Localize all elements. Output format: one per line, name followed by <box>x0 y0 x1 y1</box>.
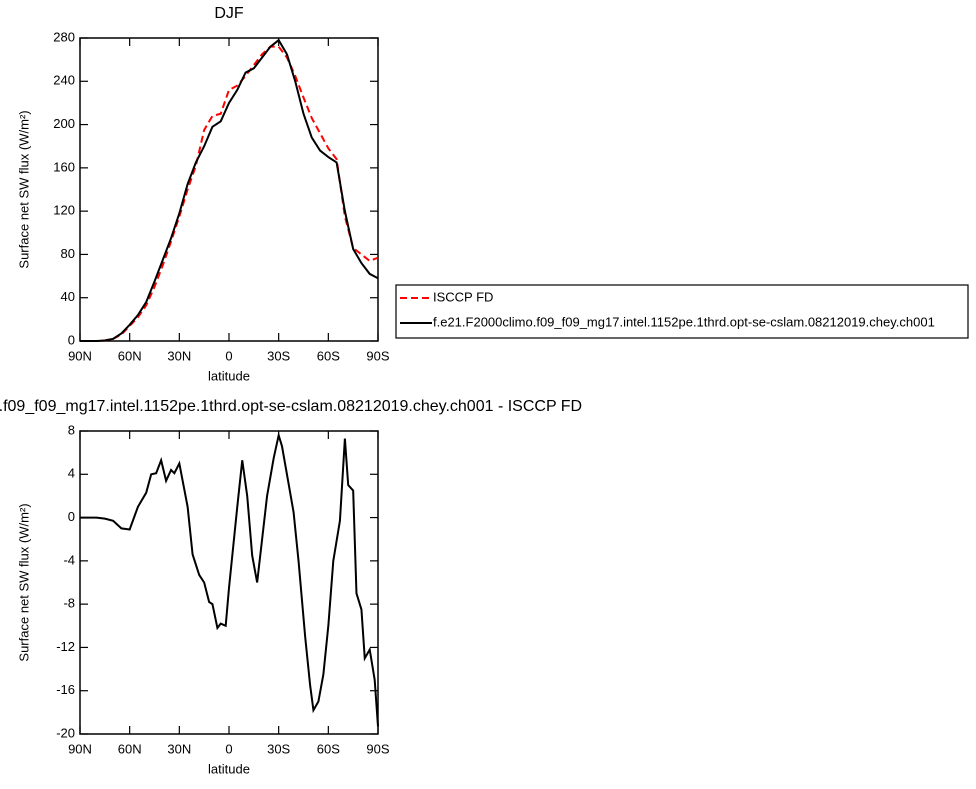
x-axis-label: latitude <box>208 368 250 383</box>
y-tick-label: 40 <box>61 289 75 304</box>
y-tick-label: 4 <box>68 466 75 481</box>
x-axis-label: latitude <box>208 761 250 776</box>
chart-title: DJF <box>214 5 244 22</box>
data-line <box>80 431 379 727</box>
x-tick-label: 0 <box>225 741 232 756</box>
y-tick-label: -12 <box>56 639 75 654</box>
x-tick-label: 30N <box>167 741 191 756</box>
plot-frame <box>79 37 379 342</box>
y-tick-label: -8 <box>63 596 75 611</box>
x-tick-label: 30N <box>167 348 191 363</box>
x-tick-label: 90S <box>366 348 389 363</box>
y-tick-label: 160 <box>53 159 75 174</box>
y-tick-label: 0 <box>68 332 75 347</box>
y-tick-label: 280 <box>53 29 75 44</box>
y-tick-label: -20 <box>56 725 75 740</box>
x-tick-label: 90S <box>366 741 389 756</box>
y-tick-label: 120 <box>53 203 75 218</box>
legend-box <box>395 284 969 339</box>
y-tick-label: 8 <box>68 422 75 437</box>
x-tick-label: 60N <box>118 741 142 756</box>
legend-label: f.e21.F2000climo.f09_f09_mg17.intel.1152… <box>433 314 935 329</box>
x-tick-label: 0 <box>225 348 232 363</box>
y-tick-label: 80 <box>61 246 75 261</box>
y-tick-label: 0 <box>68 509 75 524</box>
y-axis-label: Surface net SW flux (W/m²) <box>16 110 31 268</box>
x-tick-label: 90N <box>68 741 92 756</box>
x-tick-label: 30S <box>267 348 290 363</box>
y-tick-label: 200 <box>53 116 75 131</box>
data-line <box>80 45 379 342</box>
data-line <box>80 38 379 342</box>
x-tick-label: 60S <box>317 741 340 756</box>
legend-label: ISCCP FD <box>433 289 493 304</box>
x-tick-label: 90N <box>68 348 92 363</box>
y-axis-label: Surface net SW flux (W/m²) <box>16 503 31 661</box>
y-tick-label: -4 <box>63 552 75 567</box>
y-tick-label: 240 <box>53 73 75 88</box>
x-tick-label: 60S <box>317 348 340 363</box>
x-tick-label: 30S <box>267 741 290 756</box>
y-tick-label: -16 <box>56 682 75 697</box>
x-tick-label: 60N <box>118 348 142 363</box>
chart-title: f.e21.F2000climo.f09_f09_mg17.intel.1152… <box>0 398 582 415</box>
